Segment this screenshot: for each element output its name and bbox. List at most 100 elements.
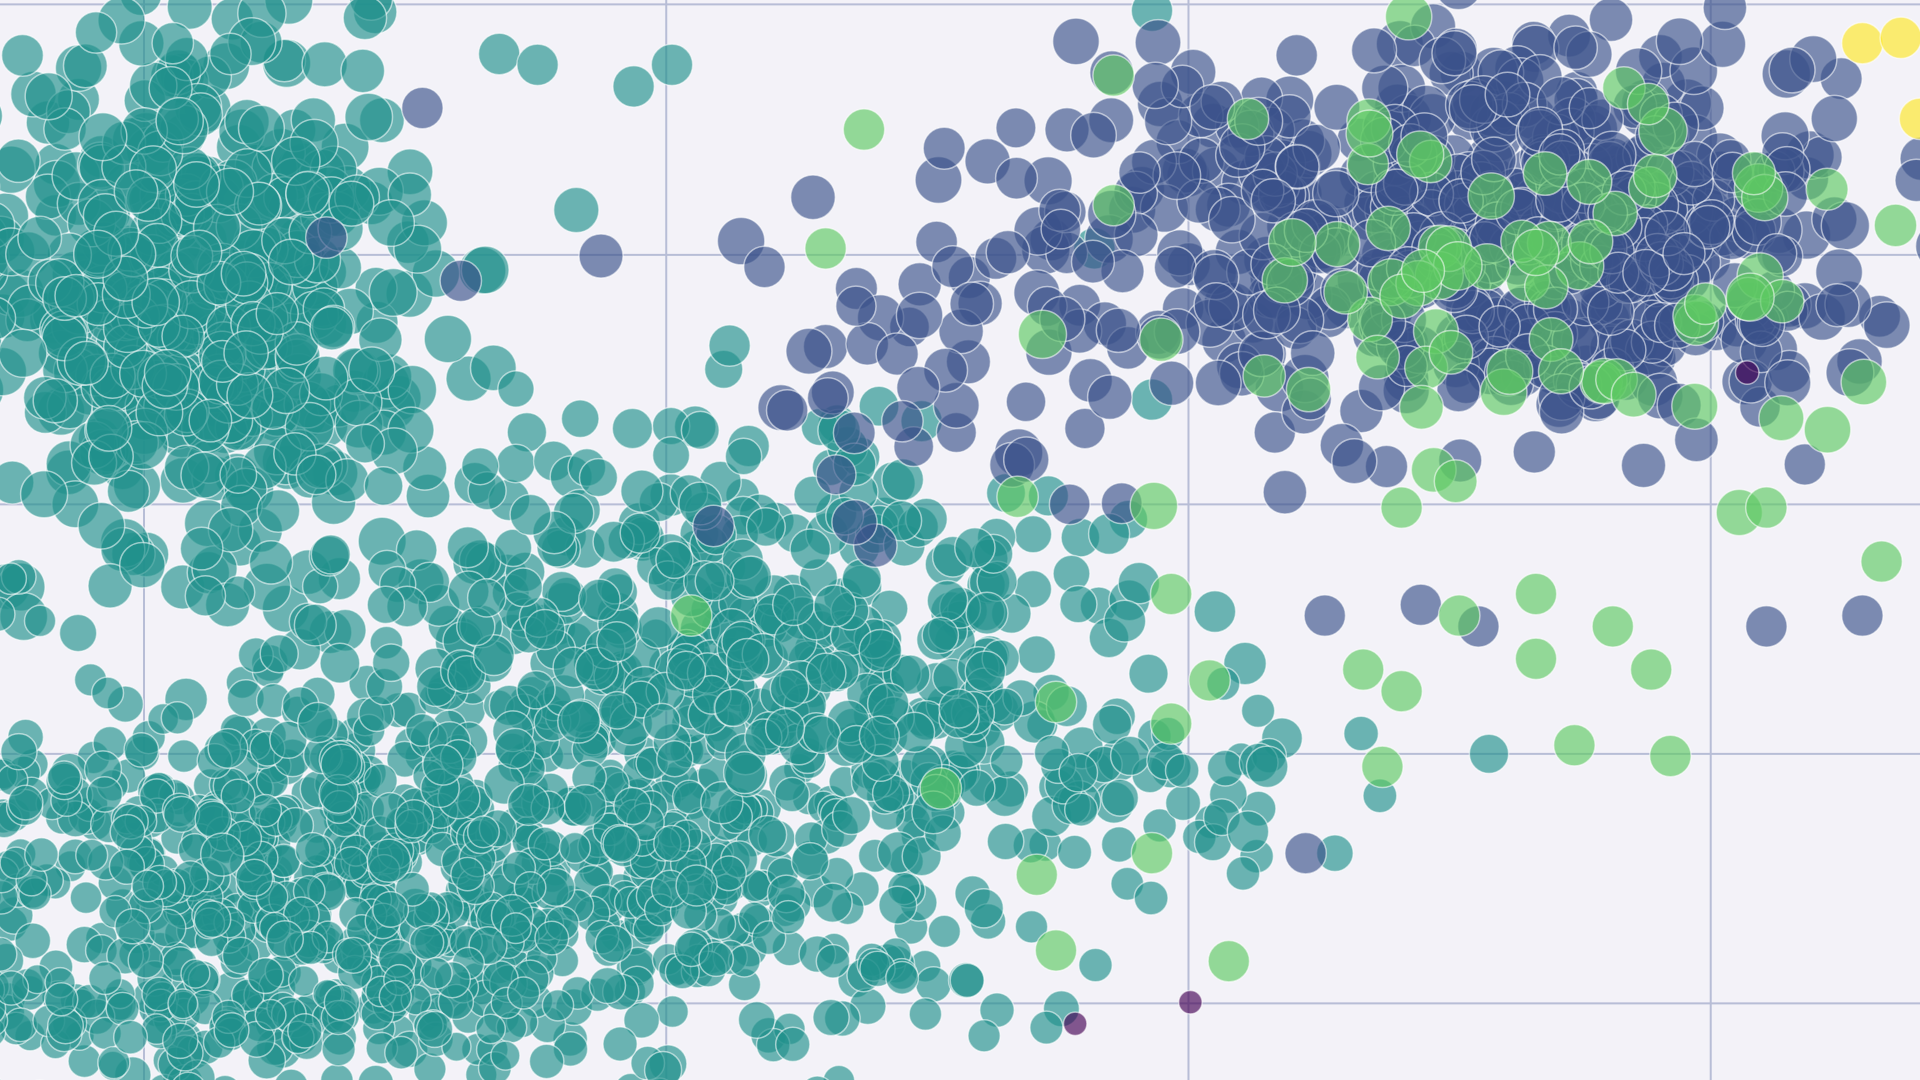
data-point-s0-1327 bbox=[265, 919, 305, 959]
data-point-s2-2705 bbox=[1514, 572, 1558, 616]
data-point-s0-401 bbox=[32, 377, 79, 424]
data-point-s1-2482 bbox=[995, 107, 1037, 149]
data-point-s0-1873 bbox=[0, 970, 30, 1006]
data-point-s0-452 bbox=[366, 198, 416, 248]
data-point-s0-1893 bbox=[1206, 749, 1244, 787]
data-point-s0-1588 bbox=[320, 743, 363, 786]
data-point-s0-471 bbox=[220, 250, 267, 297]
data-point-s4-2726 bbox=[1879, 16, 1920, 60]
data-point-s0-1397 bbox=[184, 575, 227, 617]
data-point-s0-1264 bbox=[450, 856, 486, 892]
data-point-s0-1849 bbox=[173, 1071, 204, 1080]
data-point-s1-2240 bbox=[1512, 429, 1557, 474]
data-point-s1-2457 bbox=[1040, 208, 1082, 250]
data-point-s0-1833 bbox=[334, 936, 373, 974]
data-point-s2-2667 bbox=[1683, 282, 1728, 326]
data-point-s0-382 bbox=[0, 33, 45, 78]
data-point-s1-2370 bbox=[1914, 231, 1920, 262]
data-point-s0-260 bbox=[0, 104, 4, 128]
data-point-s0-302 bbox=[248, 540, 294, 585]
data-point-s2-2636 bbox=[1313, 220, 1361, 268]
data-point-s0-1218 bbox=[109, 813, 146, 850]
data-point-s1-2459 bbox=[1048, 483, 1091, 526]
data-point-s0-1868 bbox=[287, 1013, 323, 1049]
data-point-s0-969 bbox=[0, 562, 28, 596]
data-point-s0-1635 bbox=[1193, 590, 1237, 634]
data-point-s2-2682 bbox=[1537, 348, 1585, 395]
data-point-s2-2698 bbox=[996, 475, 1040, 519]
data-point-s1-2447 bbox=[1005, 381, 1047, 423]
data-point-s0-626 bbox=[655, 995, 690, 1029]
data-point-s0-1686 bbox=[889, 654, 931, 695]
data-point-s2-2699 bbox=[1034, 680, 1078, 724]
data-point-s0-222 bbox=[552, 186, 600, 234]
data-point-s0-806 bbox=[812, 998, 850, 1037]
data-point-s0-1194 bbox=[123, 731, 160, 768]
data-point-s0-1561 bbox=[293, 603, 337, 647]
data-point-s0-1239 bbox=[643, 1050, 683, 1080]
data-point-s1-2476 bbox=[815, 454, 857, 496]
data-point-s1-2486 bbox=[875, 332, 920, 376]
data-point-s1-2577 bbox=[1586, 288, 1635, 336]
data-point-s0-405 bbox=[340, 48, 386, 94]
data-point-s1-2496 bbox=[895, 291, 944, 340]
data-point-s0-494 bbox=[188, 398, 233, 443]
data-point-s2-2640 bbox=[1840, 358, 1888, 406]
data-point-s2-2718 bbox=[1015, 853, 1059, 897]
data-point-s0-1282 bbox=[69, 881, 103, 915]
data-point-s0-454 bbox=[63, 340, 109, 386]
data-point-s3-2724 bbox=[1177, 989, 1203, 1015]
data-point-s0-1514 bbox=[602, 825, 641, 864]
data-point-s1-2325 bbox=[1262, 469, 1308, 515]
data-point-s0-1747 bbox=[769, 668, 810, 709]
data-point-s0-386 bbox=[303, 355, 349, 401]
data-point-s0-1272 bbox=[534, 920, 570, 956]
data-point-s0-1924 bbox=[1226, 810, 1270, 854]
data-point-s1-2611 bbox=[880, 399, 924, 443]
data-point-s0-1063 bbox=[166, 739, 201, 774]
data-point-s0-1448 bbox=[310, 534, 352, 575]
data-point-s2-2676 bbox=[1803, 405, 1852, 454]
data-point-s1-2489 bbox=[835, 285, 877, 328]
data-point-s0-1562 bbox=[259, 633, 299, 674]
data-point-s2-2645 bbox=[1395, 130, 1445, 179]
data-point-s0-1569 bbox=[371, 643, 411, 683]
data-point-s0-1917 bbox=[477, 32, 521, 76]
data-point-s2-2680 bbox=[1566, 158, 1613, 206]
data-point-s0-493 bbox=[54, 273, 99, 318]
data-point-s0-1073 bbox=[805, 1075, 830, 1080]
data-point-s1-2481 bbox=[1131, 61, 1180, 110]
data-point-s0-421 bbox=[19, 470, 69, 519]
data-point-s0-1916 bbox=[208, 32, 252, 76]
data-point-s2-2708 bbox=[1648, 734, 1692, 778]
data-point-s0-1853 bbox=[321, 1031, 356, 1067]
data-point-s0-28 bbox=[423, 314, 473, 364]
data-point-s4-2725 bbox=[1840, 21, 1884, 65]
data-point-s1-2516 bbox=[1862, 301, 1911, 350]
data-point-s0-1344 bbox=[162, 795, 201, 833]
data-point-s2-2694 bbox=[1092, 54, 1136, 98]
data-point-s0-1609 bbox=[619, 512, 661, 554]
data-point-s1-2318 bbox=[1438, 0, 1479, 11]
data-point-s2-2669 bbox=[1731, 151, 1777, 196]
data-point-s0-330 bbox=[256, 488, 301, 534]
data-point-s0-291 bbox=[0, 297, 17, 340]
data-point-s0-1296 bbox=[737, 1000, 776, 1039]
data-point-s1-2594 bbox=[1815, 282, 1860, 328]
data-point-s0-1380 bbox=[366, 838, 412, 884]
data-point-s2-2711 bbox=[1360, 745, 1404, 789]
data-point-s2-2639 bbox=[1285, 366, 1332, 413]
data-point-s0-1565 bbox=[651, 436, 691, 475]
data-point-s0-1610 bbox=[986, 822, 1025, 861]
data-point-s0-1760 bbox=[964, 650, 1007, 693]
data-point-s2-2721 bbox=[1552, 723, 1596, 767]
data-point-s2-2662 bbox=[1805, 167, 1849, 212]
data-point-s0-1919 bbox=[612, 64, 656, 108]
data-point-s0-1907 bbox=[1128, 653, 1169, 695]
data-point-s2-2701 bbox=[1188, 658, 1232, 702]
data-point-s0-1809 bbox=[3, 1007, 39, 1043]
data-point-s0-1908 bbox=[1164, 753, 1200, 789]
data-point-s2-2695 bbox=[1226, 97, 1270, 141]
data-point-s0-477 bbox=[255, 291, 299, 336]
data-point-s0-1200 bbox=[541, 988, 575, 1022]
